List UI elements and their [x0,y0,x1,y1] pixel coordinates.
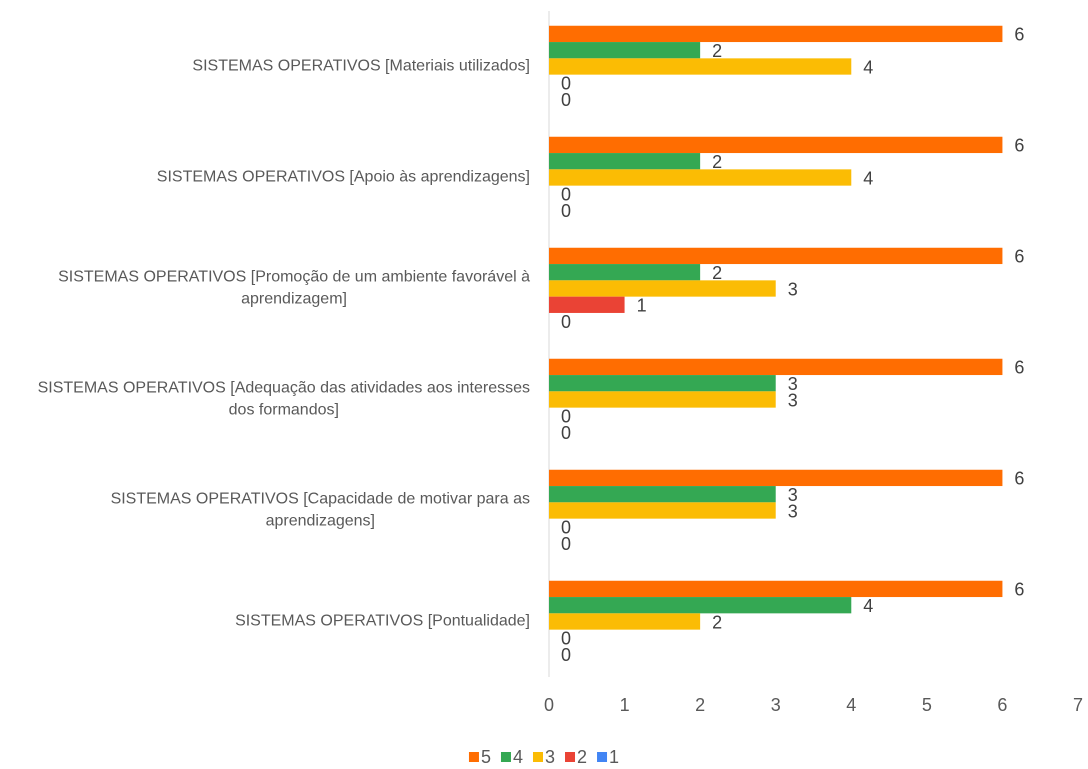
x-tick-label: 7 [1073,695,1083,715]
value-label: 0 [561,201,571,221]
value-label: 2 [712,263,722,283]
x-tick-label: 3 [771,695,781,715]
category-label: SISTEMAS OPERATIVOS [Promoção de um ambi… [58,269,530,308]
value-label: 6 [1014,358,1024,378]
category-label: SISTEMAS OPERATIVOS [Adequação das ativi… [38,380,530,419]
value-label: 3 [788,279,798,299]
x-tick-label: 1 [620,695,630,715]
legend-swatch [500,752,511,762]
bar [549,42,701,59]
bar [549,358,1003,376]
bar [549,264,701,281]
legend-label: 2 [577,747,587,767]
value-label: 6 [1014,469,1024,489]
value-label: 0 [561,534,571,554]
bar [549,469,1003,487]
x-tick-label: 2 [695,695,705,715]
bar [549,613,701,630]
bar [549,169,852,186]
value-label: 1 [637,296,647,316]
bar [549,502,776,519]
x-tick-label: 5 [922,695,932,715]
legend-swatch [565,752,576,762]
value-label: 2 [712,41,722,61]
legend-label: 4 [513,747,523,767]
value-label: 3 [788,374,798,394]
category-label: SISTEMAS OPERATIVOS [Materiais utilizado… [192,58,530,75]
value-label: 6 [1014,247,1024,267]
legend: 5 4 3 2 1 [468,747,619,767]
value-label: 4 [863,57,873,77]
legend-label: 5 [481,747,491,767]
value-label: 3 [788,485,798,505]
bar [549,597,852,614]
x-tick-label: 6 [997,695,1007,715]
value-label: 0 [561,629,571,649]
bar [549,136,1003,154]
legend-swatch [597,752,608,762]
category-label: SISTEMAS OPERATIVOS [Apoio às aprendizag… [157,169,530,186]
bar [549,391,776,408]
value-label: 6 [1014,136,1024,156]
value-label: 2 [712,612,722,632]
bar [549,296,625,313]
category-label: SISTEMAS OPERATIVOS [Capacidade de motiv… [111,491,530,530]
legend-label: 3 [545,747,555,767]
value-label: 0 [561,312,571,332]
value-label: 0 [561,185,571,205]
value-label: 0 [561,645,571,665]
bar [549,25,1003,43]
value-label: 0 [561,74,571,94]
value-label: 0 [561,90,571,110]
bar [549,486,776,503]
legend-swatch [532,752,543,762]
legend-label: 1 [609,747,619,767]
bar [549,580,1003,598]
value-label: 2 [712,152,722,172]
value-label: 4 [863,168,873,188]
value-label: 4 [863,596,873,616]
x-tick-label: 0 [544,695,554,715]
value-label: 0 [561,423,571,443]
value-label: 6 [1014,25,1024,45]
category-label: SISTEMAS OPERATIVOS [Pontualidade] [235,613,530,630]
value-label: 0 [561,407,571,427]
bar [549,375,776,392]
bar [549,153,701,170]
value-label: 6 [1014,580,1024,600]
value-label: 3 [788,501,798,521]
value-label: 3 [788,390,798,410]
legend-swatch [468,752,479,762]
value-label: 0 [561,518,571,538]
x-tick-label: 4 [846,695,856,715]
bar [549,280,776,297]
bar [549,58,852,75]
bar [549,247,1003,265]
